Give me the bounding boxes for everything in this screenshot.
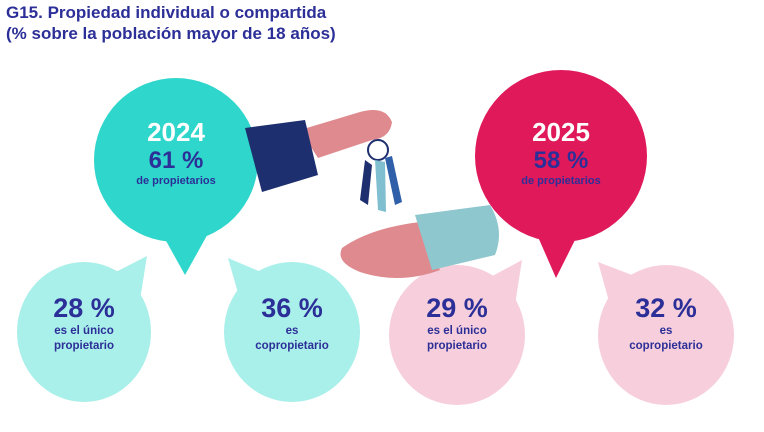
title-line-1: G15. Propiedad individual o compartida bbox=[6, 3, 327, 22]
stat-value: 28 % bbox=[53, 293, 115, 323]
stat-label-line2: copropietario bbox=[255, 340, 329, 352]
bubble-2024 bbox=[94, 78, 258, 275]
stat-label-line2: copropietario bbox=[629, 340, 703, 352]
total-label-2025: de propietarios bbox=[521, 175, 601, 187]
hand-holding-keys-icon bbox=[245, 109, 402, 212]
stat-2025-unico: 29 % es el único propietario bbox=[397, 292, 517, 354]
stat-value: 29 % bbox=[426, 293, 488, 323]
summary-2025: 2025 58 % de propietarios bbox=[498, 117, 624, 188]
total-2025: 58 % bbox=[533, 147, 589, 174]
open-hand-icon bbox=[340, 205, 499, 279]
year-2024: 2024 bbox=[147, 117, 205, 147]
summary-2024: 2024 61 % de propietarios bbox=[116, 117, 236, 188]
year-2025: 2025 bbox=[532, 117, 590, 147]
bubble-2024-unico bbox=[17, 256, 151, 402]
stat-2025-copropietario: 32 % es copropietario bbox=[606, 292, 726, 354]
title-line-2: (% sobre la población mayor de 18 años) bbox=[6, 24, 336, 43]
bubble-2025-unico bbox=[389, 260, 525, 405]
stat-value: 32 % bbox=[635, 293, 697, 323]
chart-title: G15. Propiedad individual o compartida (… bbox=[6, 2, 336, 44]
stat-2024-copropietario: 36 % es copropietario bbox=[232, 292, 352, 354]
stat-label-line1: es bbox=[285, 325, 299, 337]
stat-label-line2: propietario bbox=[426, 340, 488, 352]
bubble-2024-copropietario bbox=[224, 258, 360, 402]
stat-label-line1: es bbox=[659, 325, 673, 337]
bubble-2025 bbox=[475, 70, 647, 278]
stat-value: 36 % bbox=[261, 293, 323, 323]
stat-label-line1: es el único bbox=[427, 325, 487, 337]
stat-2024-unico: 28 % es el único propietario bbox=[24, 292, 144, 354]
total-2024: 61 % bbox=[148, 147, 204, 174]
stat-label-line2: propietario bbox=[53, 340, 115, 352]
total-label-2024: de propietarios bbox=[136, 175, 216, 187]
bubble-2025-copropietario bbox=[598, 262, 734, 405]
stat-label-line1: es el único bbox=[54, 325, 114, 337]
